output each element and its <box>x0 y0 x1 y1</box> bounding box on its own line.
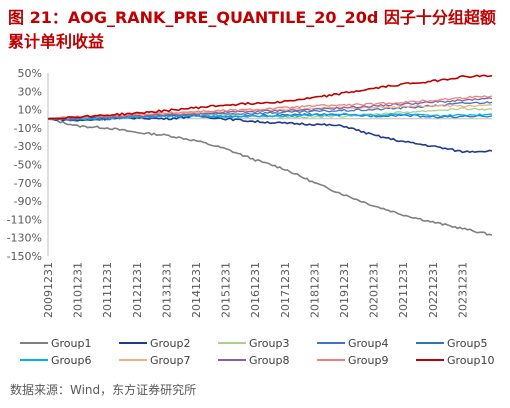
y-tick-label: -30% <box>14 140 42 153</box>
y-axis: 50% 30% 10% -10% -30% -50% -70% -90% -110% -130% -… <box>7 67 49 263</box>
series-line-group8 <box>47 97 493 121</box>
legend-label-group5: Group5 <box>447 337 488 350</box>
x-axis: 20091231 20101231 20111231 20121231 20131231… <box>42 118 492 318</box>
x-tick-label: 20141231 <box>190 262 203 318</box>
x-tick-label: 20121231 <box>131 262 144 318</box>
series-line-group10 <box>47 74 493 120</box>
y-tick-label: -110% <box>7 213 42 226</box>
y-tick-label: -130% <box>7 232 42 245</box>
legend-label-group9: Group9 <box>348 354 389 367</box>
x-tick-label: 20191231 <box>338 262 351 318</box>
series-line-group2 <box>47 114 493 154</box>
line-chart: 50% 30% 10% -10% -30% -50% -70% -90% -110% -130% -… <box>7 67 495 367</box>
legend-label-group10: Group10 <box>447 354 495 367</box>
y-tick-label: -70% <box>14 177 42 190</box>
y-tick-label: 10% <box>18 104 42 117</box>
legend: Group1 Group2 Group3 Group4 Group5 Group6 Grou… <box>20 337 495 367</box>
legend-label-group3: Group3 <box>249 337 290 350</box>
x-tick-label: 20211231 <box>397 262 410 318</box>
x-tick-label: 20181231 <box>308 262 321 318</box>
x-tick-label: 20171231 <box>279 262 292 318</box>
source-note: 数据来源：Wind，东方证券研究所 <box>10 383 197 397</box>
y-tick-label: -90% <box>14 195 42 208</box>
y-tick-label: -50% <box>14 159 42 172</box>
x-tick-label: 20091231 <box>42 262 55 318</box>
legend-label-group4: Group4 <box>348 337 389 350</box>
x-tick-label: 20161231 <box>249 262 262 318</box>
legend-label-group2: Group2 <box>150 337 191 350</box>
y-tick-label: -150% <box>7 250 42 263</box>
series-line-group9 <box>47 95 493 120</box>
x-tick-label: 20101231 <box>72 262 85 318</box>
series-line-group1 <box>47 118 493 236</box>
x-tick-label: 20131231 <box>160 262 173 318</box>
x-tick-label: 20111231 <box>101 262 114 318</box>
legend-label-group7: Group7 <box>150 354 191 367</box>
x-tick-label: 20201231 <box>368 262 381 318</box>
y-tick-label: 50% <box>18 67 42 80</box>
y-tick-label: -10% <box>14 122 42 135</box>
legend-label-group1: Group1 <box>51 337 92 350</box>
y-tick-label: 30% <box>18 85 42 98</box>
x-tick-label: 20151231 <box>220 262 233 318</box>
series-layer <box>47 74 493 236</box>
x-tick-label: 20231231 <box>456 262 469 318</box>
legend-label-group6: Group6 <box>51 354 92 367</box>
x-tick-label: 20221231 <box>427 262 440 318</box>
chart-title: 图 21：AOG_RANK_PRE_QUANTILE_20_20d 因子十分组超… <box>8 8 496 51</box>
legend-label-group8: Group8 <box>249 354 290 367</box>
